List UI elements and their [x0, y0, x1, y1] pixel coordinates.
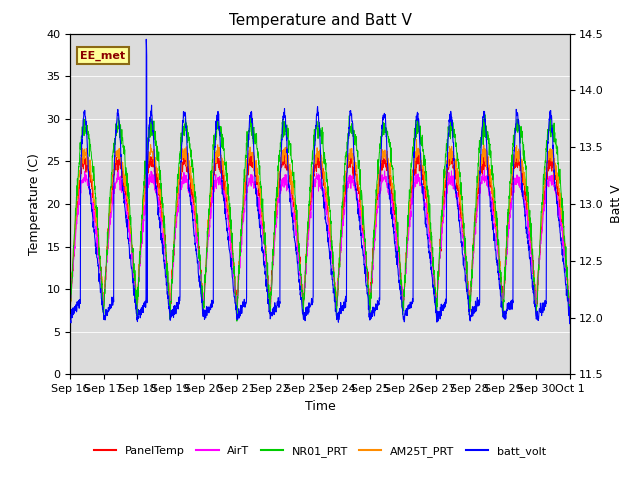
Y-axis label: Temperature (C): Temperature (C): [28, 153, 41, 255]
Legend: PanelTemp, AirT, NR01_PRT, AM25T_PRT, batt_volt: PanelTemp, AirT, NR01_PRT, AM25T_PRT, ba…: [90, 441, 550, 461]
Title: Temperature and Batt V: Temperature and Batt V: [228, 13, 412, 28]
Text: EE_met: EE_met: [81, 51, 125, 61]
X-axis label: Time: Time: [305, 400, 335, 413]
Y-axis label: Batt V: Batt V: [610, 185, 623, 223]
